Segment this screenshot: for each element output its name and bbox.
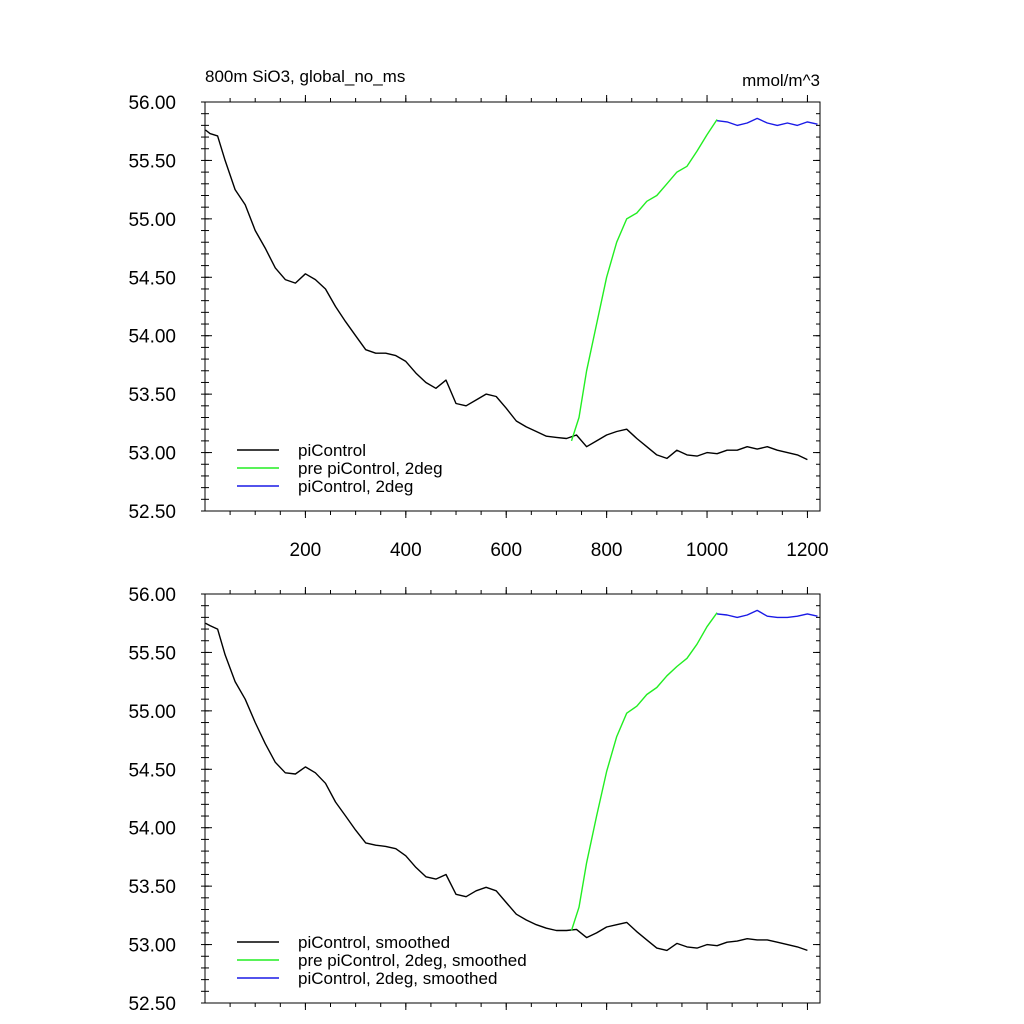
x-tick-label: 800	[591, 540, 623, 561]
y-tick-label: 52.50	[128, 502, 176, 523]
series-line-2	[717, 117, 818, 127]
y-tick-label: 55.00	[128, 702, 176, 723]
x-axis	[229, 587, 808, 1010]
y-tick-label: 55.00	[128, 210, 176, 231]
y-tick-label: 54.50	[128, 268, 176, 289]
bottom-panel: 52.50 53.00 53.50 54.00 54.50 55.00 55.50 56.00…	[128, 585, 821, 1015]
units-label: mmol/m^3	[742, 71, 820, 90]
series-line-1	[570, 119, 718, 442]
y-axis: 52.50 53.00 53.50 54.00 54.50 55.00 55.50 56.00	[128, 585, 820, 1015]
legend-label: pre piControl, 2deg	[298, 459, 443, 478]
x-tick-label: 200	[290, 540, 322, 561]
x-axis: 200 400 600 800 1000 1200	[229, 95, 829, 561]
legend-label: pre piControl, 2deg, smoothed	[298, 951, 527, 970]
series-line-2	[717, 609, 818, 619]
y-axis: 52.50 53.00 53.50 54.00 54.50 55.00 55.50 56.00	[128, 93, 820, 523]
x-tick-label: 600	[490, 540, 522, 561]
y-tick-label: 54.00	[128, 327, 176, 348]
y-tick-label: 55.50	[128, 643, 176, 664]
plot-frame	[204, 593, 821, 1004]
plot-frame	[204, 101, 821, 512]
series-line-0	[205, 622, 808, 952]
plot-area	[205, 117, 818, 461]
series-line-0	[205, 129, 808, 461]
y-tick-label: 53.00	[128, 444, 176, 465]
x-tick-label: 1000	[686, 540, 728, 561]
x-tick-label: 1200	[786, 540, 828, 561]
legend-label: piControl, 2deg	[298, 477, 413, 496]
chart-title: 800m SiO3, global_no_ms	[205, 67, 405, 86]
y-tick-label: 52.50	[128, 994, 176, 1015]
top-panel: 800m SiO3, global_no_ms mmol/m^3 52.50 53…	[128, 67, 828, 561]
y-tick-label: 56.00	[128, 585, 176, 606]
y-tick-label: 55.50	[128, 151, 176, 172]
y-tick-label: 54.00	[128, 819, 176, 840]
legend-label: piControl, smoothed	[298, 933, 450, 952]
x-tick-label: 400	[390, 540, 422, 561]
plot-area	[205, 609, 818, 952]
y-tick-label: 54.50	[128, 760, 176, 781]
y-tick-label: 56.00	[128, 93, 176, 114]
y-tick-label: 53.00	[128, 936, 176, 957]
y-tick-label: 53.50	[128, 385, 176, 406]
y-tick-label: 53.50	[128, 877, 176, 898]
legend-label: piControl, 2deg, smoothed	[298, 969, 497, 988]
legend-label: piControl	[298, 441, 366, 460]
series-line-1	[570, 612, 718, 931]
